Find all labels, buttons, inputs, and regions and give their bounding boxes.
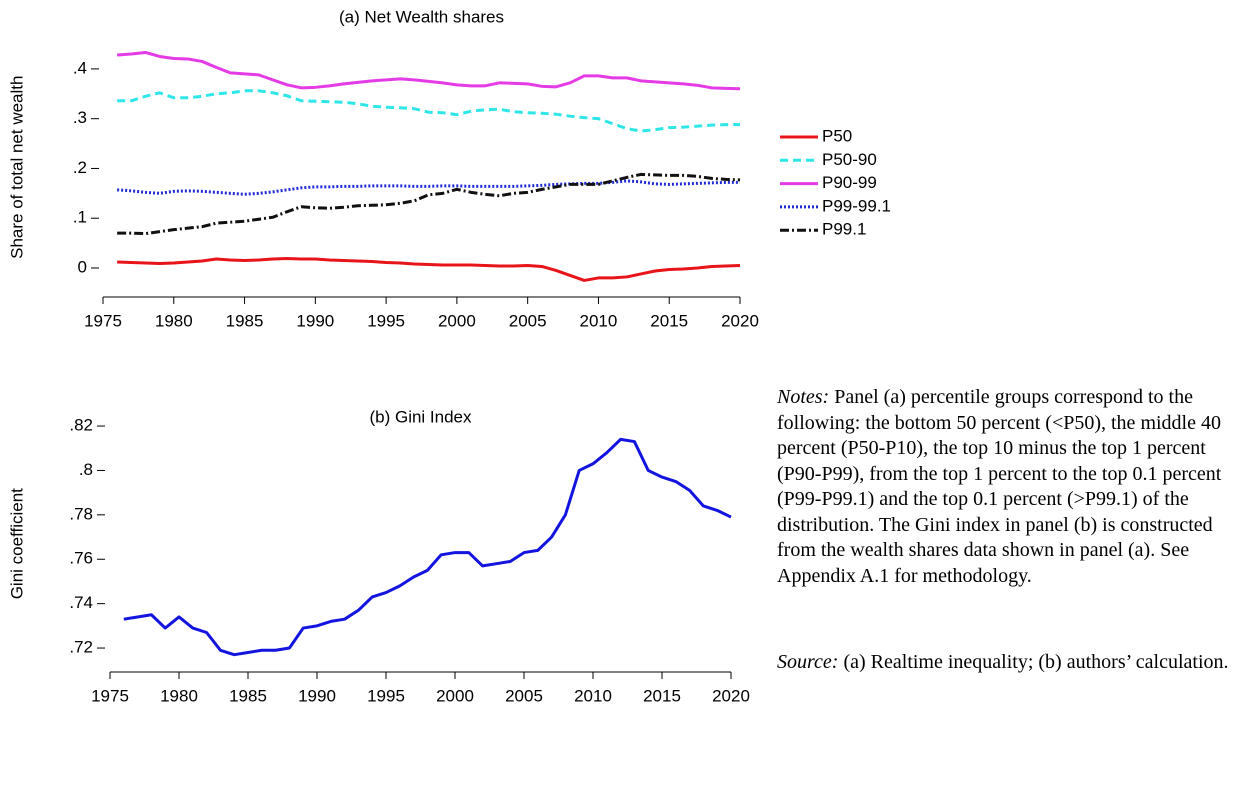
x-tick-label: 2010 xyxy=(574,686,612,705)
y-tick-label: 0 xyxy=(78,257,87,276)
source: Source: (a) Realtime inequality; (b) aut… xyxy=(777,650,1239,676)
series-line xyxy=(117,89,740,133)
x-tick-label: 1995 xyxy=(367,311,405,330)
legend-label: P50-90 xyxy=(822,150,877,169)
x-tick-label: 1995 xyxy=(367,686,405,705)
legend-label: P90-99 xyxy=(822,173,877,192)
y-tick-label: .82 xyxy=(69,416,93,435)
y-tick-label: .72 xyxy=(69,638,93,657)
x-tick-label: 1985 xyxy=(226,311,264,330)
x-tick-label: 2000 xyxy=(438,311,476,330)
x-tick-label: 2005 xyxy=(509,311,547,330)
y-tick-label: .4 xyxy=(73,58,87,77)
legend-label: P50 xyxy=(822,126,852,145)
x-tick-label: 2005 xyxy=(505,686,543,705)
notes: Notes: Panel (a) percentile groups corre… xyxy=(777,385,1239,589)
series-line xyxy=(117,50,741,91)
x-tick-label: 2015 xyxy=(650,311,688,330)
series-line xyxy=(117,257,741,282)
notes-label: Notes: xyxy=(777,386,830,408)
x-tick-label: 1990 xyxy=(298,686,336,705)
y-axis-label: Gini coefficient xyxy=(7,488,26,599)
series-line xyxy=(117,179,740,196)
series-line xyxy=(123,437,732,657)
x-tick-label: 1980 xyxy=(155,311,193,330)
y-axis-label: Share of total net wealth xyxy=(7,76,26,259)
y-tick-label: .76 xyxy=(69,549,93,568)
y-tick-label: .8 xyxy=(79,460,93,479)
y-tick-label: .2 xyxy=(73,158,87,177)
y-tick-label: .78 xyxy=(69,504,93,523)
x-tick-label: 1980 xyxy=(160,686,198,705)
x-tick-label: 1985 xyxy=(229,686,267,705)
x-tick-label: 2000 xyxy=(436,686,474,705)
series-line xyxy=(117,172,741,236)
source-label: Source: xyxy=(777,651,839,673)
x-tick-label: 2020 xyxy=(721,311,759,330)
chart-title: (a) Net Wealth shares xyxy=(339,7,504,26)
y-tick-label: .1 xyxy=(73,208,87,227)
y-tick-label: .74 xyxy=(69,593,93,612)
x-tick-label: 2010 xyxy=(580,311,618,330)
x-tick-label: 2020 xyxy=(712,686,750,705)
chart-title: (b) Gini Index xyxy=(369,407,472,426)
x-tick-label: 2015 xyxy=(643,686,681,705)
legend-label: P99-99.1 xyxy=(822,196,891,215)
x-tick-label: 1975 xyxy=(91,686,129,705)
source-text: (a) Realtime inequality; (b) authors’ ca… xyxy=(843,651,1229,673)
legend-label: P99.1 xyxy=(822,220,866,239)
notes-text: Panel (a) percentile groups correspond t… xyxy=(777,386,1222,587)
x-tick-label: 1975 xyxy=(84,311,122,330)
y-tick-label: .3 xyxy=(73,108,87,127)
x-tick-label: 1990 xyxy=(296,311,334,330)
